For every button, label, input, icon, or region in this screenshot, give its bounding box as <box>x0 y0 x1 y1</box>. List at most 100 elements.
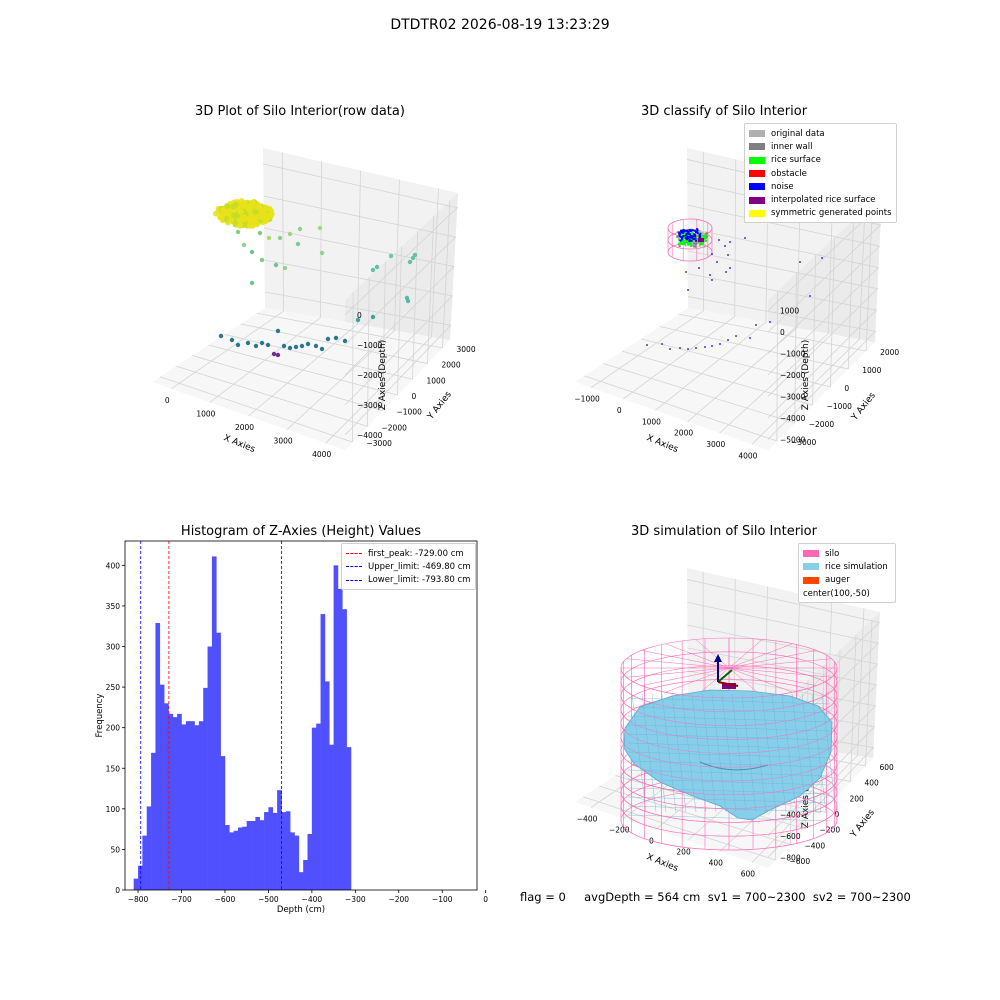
histogram-bar <box>198 721 204 890</box>
histogram-bar <box>346 747 352 890</box>
p1-x-grid <box>171 152 284 390</box>
p2-x-tick: 3000 <box>706 440 725 449</box>
p2-point <box>691 236 694 239</box>
p2-x-tick: −1000 <box>574 395 600 404</box>
p1-point <box>282 265 288 271</box>
p2-point <box>695 235 698 238</box>
p2-point <box>691 242 694 245</box>
p1-point <box>242 221 249 228</box>
p2-point <box>744 237 746 239</box>
p2-point <box>690 239 693 242</box>
p2-point <box>704 233 707 236</box>
x-tick-label: −600 <box>215 895 236 904</box>
p2-point <box>727 254 729 256</box>
p2-point <box>678 243 681 246</box>
p1-point <box>259 340 265 346</box>
center-axis-z-head <box>714 654 722 662</box>
p2-point <box>688 229 691 232</box>
histogram-bar <box>333 565 339 890</box>
y-tick-label: 0 <box>115 886 120 895</box>
legend-swatch <box>749 130 765 138</box>
legend-entry: Lower_limit: -793.80 cm <box>346 574 471 587</box>
p2-point <box>692 238 695 241</box>
p2-y-grid <box>603 363 795 424</box>
p1-point <box>219 213 226 220</box>
x-tick-label: −400 <box>302 895 323 904</box>
p4-x-axis-label: X Axies <box>645 852 680 874</box>
p2-point <box>689 229 692 232</box>
legend-entry: silo <box>803 547 891 560</box>
rice-mesh <box>781 693 797 813</box>
p2-point <box>682 229 685 232</box>
histogram-bar <box>277 790 282 890</box>
p2-point <box>711 253 713 255</box>
p2-point <box>694 243 697 246</box>
silo-wire-front <box>620 681 838 713</box>
legend-label: Lower_limit: -793.80 cm <box>368 575 471 586</box>
legend-label: interpolated rice surface <box>771 195 876 206</box>
x-tick-label: −700 <box>171 895 192 904</box>
silo-wire-front <box>620 737 838 768</box>
histogram-bar <box>303 859 308 890</box>
legend-swatch <box>803 576 819 584</box>
p2-point <box>680 229 683 232</box>
p2-point <box>696 232 699 235</box>
p2-x-grid <box>751 189 867 445</box>
y-tick-label: 350 <box>106 602 121 611</box>
p2-point <box>684 244 687 247</box>
p2-point <box>700 231 703 234</box>
histogram-bar <box>190 721 195 890</box>
y-tick-label: 200 <box>106 724 121 733</box>
p1-point <box>313 343 319 349</box>
silo-wire-front <box>620 723 838 754</box>
legend-swatch <box>749 209 765 217</box>
p2-point <box>683 243 686 246</box>
p4-y-tick: 600 <box>880 763 895 772</box>
p2-point <box>729 267 731 269</box>
p2-point <box>688 241 691 244</box>
legend-line <box>346 566 362 568</box>
p1-x-tick: 1000 <box>196 409 215 418</box>
p2-point <box>735 335 737 337</box>
p1-z-grid <box>264 291 452 436</box>
silo-wire-front <box>620 778 838 809</box>
histogram-bar <box>207 646 213 890</box>
histogram-bar <box>251 821 256 890</box>
p2-point <box>683 230 686 233</box>
p2-point <box>694 240 697 243</box>
p1-y-grid <box>192 355 383 412</box>
p2-point <box>684 232 687 235</box>
histogram-bar <box>259 820 265 890</box>
histogram-bar <box>155 622 161 890</box>
p2-point <box>685 229 688 232</box>
histogram-bar <box>146 806 152 890</box>
p1-point <box>388 253 394 259</box>
legend-entry: symmetric generated points <box>749 207 892 220</box>
p1-point <box>275 352 281 358</box>
p1-point <box>277 235 283 241</box>
rice-mesh <box>627 715 831 723</box>
p2-x-grid <box>623 159 737 400</box>
p1-point <box>281 343 287 349</box>
histogram-bar <box>329 744 334 890</box>
p2-x-grid <box>590 151 704 388</box>
histogram-bar <box>133 878 139 890</box>
p2-point <box>686 238 689 241</box>
rice-mesh <box>681 693 697 813</box>
p2-point <box>646 344 648 346</box>
p4-z-axis-label: Z Axies (Depth) <box>801 758 811 829</box>
p2-z-grid <box>687 250 879 397</box>
p2-point <box>729 241 731 243</box>
p2-point <box>686 235 689 238</box>
p1-z-grid <box>263 227 455 376</box>
p2-point <box>698 230 701 233</box>
p1-z-tick: −2000 <box>357 371 383 380</box>
legend-swatch <box>749 156 765 164</box>
p2-point <box>821 257 823 259</box>
p2-point <box>680 232 683 235</box>
legend-swatch <box>803 563 819 571</box>
p1-point <box>293 344 299 350</box>
silo-wire-front <box>620 695 838 726</box>
legend-entry: obstacle <box>749 167 892 180</box>
p2-point <box>693 242 696 245</box>
